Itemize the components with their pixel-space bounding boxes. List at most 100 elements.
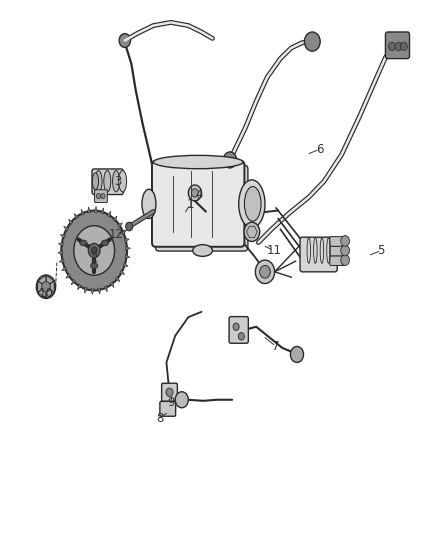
Circle shape xyxy=(96,193,101,199)
Polygon shape xyxy=(59,259,64,262)
Polygon shape xyxy=(94,206,98,212)
Ellipse shape xyxy=(91,263,98,269)
Polygon shape xyxy=(62,266,67,271)
Polygon shape xyxy=(38,281,46,293)
Circle shape xyxy=(175,392,188,408)
FancyBboxPatch shape xyxy=(330,246,345,256)
Ellipse shape xyxy=(142,189,156,219)
Text: 8: 8 xyxy=(156,412,163,425)
Polygon shape xyxy=(101,208,104,214)
Text: 1: 1 xyxy=(187,198,194,211)
Circle shape xyxy=(341,245,350,256)
Circle shape xyxy=(74,226,115,275)
Circle shape xyxy=(400,42,407,51)
Text: 10: 10 xyxy=(39,287,53,300)
Polygon shape xyxy=(104,286,107,292)
Text: 9: 9 xyxy=(167,396,175,409)
FancyBboxPatch shape xyxy=(162,383,177,401)
Polygon shape xyxy=(74,213,78,220)
Ellipse shape xyxy=(101,240,109,246)
Circle shape xyxy=(304,32,320,51)
Circle shape xyxy=(101,193,105,199)
Circle shape xyxy=(341,236,350,246)
Polygon shape xyxy=(38,287,46,298)
Polygon shape xyxy=(124,239,129,243)
Polygon shape xyxy=(113,216,117,222)
Polygon shape xyxy=(81,209,85,215)
Polygon shape xyxy=(60,235,65,239)
Ellipse shape xyxy=(80,240,87,246)
Polygon shape xyxy=(58,251,63,255)
Ellipse shape xyxy=(119,171,127,192)
Polygon shape xyxy=(123,262,128,266)
Polygon shape xyxy=(125,255,130,259)
FancyBboxPatch shape xyxy=(229,317,248,343)
Circle shape xyxy=(166,388,173,397)
Circle shape xyxy=(88,243,100,257)
Circle shape xyxy=(389,42,396,51)
FancyBboxPatch shape xyxy=(330,256,345,265)
Circle shape xyxy=(191,189,198,197)
Text: 12: 12 xyxy=(109,228,124,241)
Circle shape xyxy=(119,34,131,47)
Text: 11: 11 xyxy=(266,244,281,257)
FancyBboxPatch shape xyxy=(152,161,244,247)
Polygon shape xyxy=(98,288,101,294)
Polygon shape xyxy=(88,207,91,213)
FancyBboxPatch shape xyxy=(155,165,248,251)
Text: 2: 2 xyxy=(90,252,98,265)
Ellipse shape xyxy=(104,171,111,192)
FancyBboxPatch shape xyxy=(330,237,345,246)
Ellipse shape xyxy=(193,245,212,256)
Circle shape xyxy=(42,281,50,292)
FancyBboxPatch shape xyxy=(300,237,337,272)
Circle shape xyxy=(126,222,133,231)
Circle shape xyxy=(233,323,239,330)
Ellipse shape xyxy=(239,180,265,228)
Text: 6: 6 xyxy=(316,143,324,156)
Ellipse shape xyxy=(244,187,261,221)
Polygon shape xyxy=(58,243,64,246)
Circle shape xyxy=(223,152,237,168)
Polygon shape xyxy=(126,246,131,251)
FancyBboxPatch shape xyxy=(160,401,176,416)
Polygon shape xyxy=(78,284,81,290)
Polygon shape xyxy=(120,270,125,274)
Polygon shape xyxy=(91,289,94,295)
Circle shape xyxy=(61,211,127,290)
Text: 5: 5 xyxy=(378,244,385,257)
Polygon shape xyxy=(46,281,54,293)
Circle shape xyxy=(238,333,244,340)
Ellipse shape xyxy=(153,155,243,169)
Ellipse shape xyxy=(95,171,102,192)
Polygon shape xyxy=(38,275,46,287)
Text: 3: 3 xyxy=(115,175,122,188)
Circle shape xyxy=(244,222,260,241)
Text: 4: 4 xyxy=(195,188,203,201)
Text: 7: 7 xyxy=(272,340,280,353)
Polygon shape xyxy=(46,287,54,298)
Polygon shape xyxy=(118,223,123,228)
Polygon shape xyxy=(85,287,88,293)
Polygon shape xyxy=(121,230,127,235)
Polygon shape xyxy=(64,227,69,231)
Circle shape xyxy=(255,260,275,284)
Circle shape xyxy=(260,265,270,278)
FancyBboxPatch shape xyxy=(385,32,410,59)
Polygon shape xyxy=(71,279,76,285)
Circle shape xyxy=(91,247,97,254)
Ellipse shape xyxy=(113,171,120,192)
Polygon shape xyxy=(107,211,111,217)
Polygon shape xyxy=(66,273,71,278)
Circle shape xyxy=(290,346,304,362)
Circle shape xyxy=(341,255,350,265)
Circle shape xyxy=(188,185,201,201)
Polygon shape xyxy=(110,281,114,288)
Ellipse shape xyxy=(92,173,99,190)
FancyBboxPatch shape xyxy=(92,169,124,195)
Polygon shape xyxy=(115,276,120,282)
Circle shape xyxy=(395,42,402,51)
Polygon shape xyxy=(68,219,73,225)
FancyBboxPatch shape xyxy=(95,190,107,203)
Polygon shape xyxy=(46,275,54,287)
